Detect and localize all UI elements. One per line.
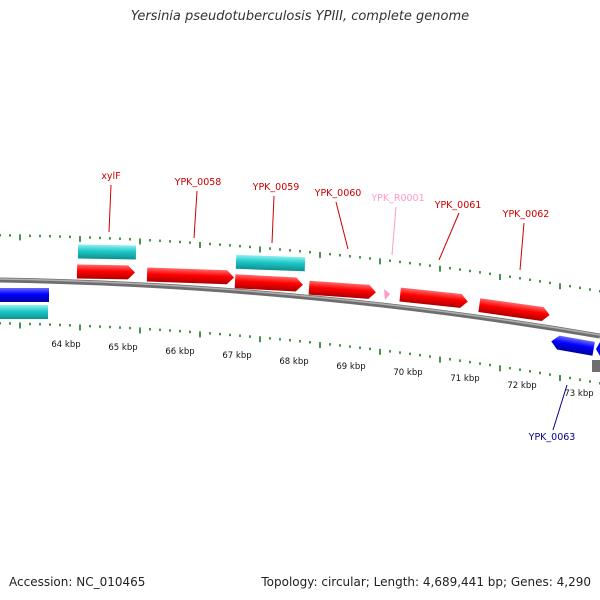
cds-feature[interactable] bbox=[235, 254, 306, 272]
scale-label: 68 kbp bbox=[279, 357, 308, 367]
cds-feature[interactable] bbox=[77, 244, 137, 260]
gene-YPK_0060[interactable] bbox=[308, 280, 377, 300]
gene-labels: xylF YPK_0058 YPK_0059 YPK_0060 YPK_R0001 YPK… bbox=[101, 171, 575, 443]
gene-YPK_0061[interactable] bbox=[399, 287, 468, 309]
cds-feature[interactable] bbox=[0, 305, 48, 319]
gene-YPK_0058[interactable] bbox=[146, 267, 235, 285]
leader-line bbox=[335, 201, 349, 250]
gene-YPK_0062[interactable] bbox=[478, 298, 550, 322]
leader-line bbox=[552, 384, 568, 431]
accession-text: Accession: NC_010465 bbox=[9, 575, 146, 589]
leader-line bbox=[438, 212, 460, 261]
scale-label: 72 kbp bbox=[507, 381, 536, 391]
gene-label[interactable]: YPK_R0001 bbox=[370, 193, 424, 204]
scale-label: 69 kbp bbox=[336, 362, 365, 372]
scale-label: 65 kbp bbox=[108, 343, 137, 353]
leader-line bbox=[271, 195, 275, 244]
leader-line bbox=[193, 190, 198, 239]
gene-xylF[interactable] bbox=[76, 264, 135, 280]
gene-YPK_0059[interactable] bbox=[234, 274, 304, 292]
gene-label[interactable]: YPK_0061 bbox=[434, 200, 482, 211]
backbone-end-cap bbox=[592, 360, 600, 372]
leader-line bbox=[108, 184, 112, 233]
scale-label: 70 kbp bbox=[393, 368, 422, 378]
gene-label[interactable]: YPK_0060 bbox=[314, 188, 362, 199]
scale-label: 66 kbp bbox=[165, 347, 194, 357]
scale-labels: 64 kbp 65 kbp 66 kbp 67 kbp 68 kbp 69 kbp 70 k… bbox=[51, 340, 593, 399]
gene-reverse-left[interactable] bbox=[0, 288, 49, 302]
genome-backbone-highlight bbox=[0, 278, 600, 336]
scale-label: 67 kbp bbox=[222, 351, 251, 361]
gene-YPK_R0001[interactable] bbox=[384, 289, 390, 300]
gene-label[interactable]: YPK_0063 bbox=[528, 432, 576, 443]
outer-tick-track bbox=[0, 234, 600, 293]
leader-line bbox=[391, 206, 397, 256]
gene-label[interactable]: YPK_0058 bbox=[174, 177, 222, 188]
inner-tick-track bbox=[0, 322, 600, 385]
gene-label[interactable]: xylF bbox=[101, 171, 120, 182]
map-title: Yersinia pseudotuberculosis YPIII, compl… bbox=[130, 9, 470, 24]
scale-label: 71 kbp bbox=[450, 374, 479, 384]
gene-label[interactable]: YPK_0062 bbox=[502, 209, 550, 220]
scale-label: 73 kbp bbox=[564, 389, 593, 399]
leader-line bbox=[519, 222, 525, 271]
genome-backbone bbox=[0, 277, 600, 339]
label-leader-lines bbox=[108, 184, 568, 431]
gene-reverse-right[interactable] bbox=[596, 342, 600, 356]
gene-label[interactable]: YPK_0059 bbox=[252, 182, 300, 193]
gene-YPK_0063[interactable] bbox=[550, 334, 595, 356]
genome-summary-text: Topology: circular; Length: 4,689,441 bp… bbox=[261, 575, 591, 589]
scale-label: 64 kbp bbox=[51, 340, 80, 350]
